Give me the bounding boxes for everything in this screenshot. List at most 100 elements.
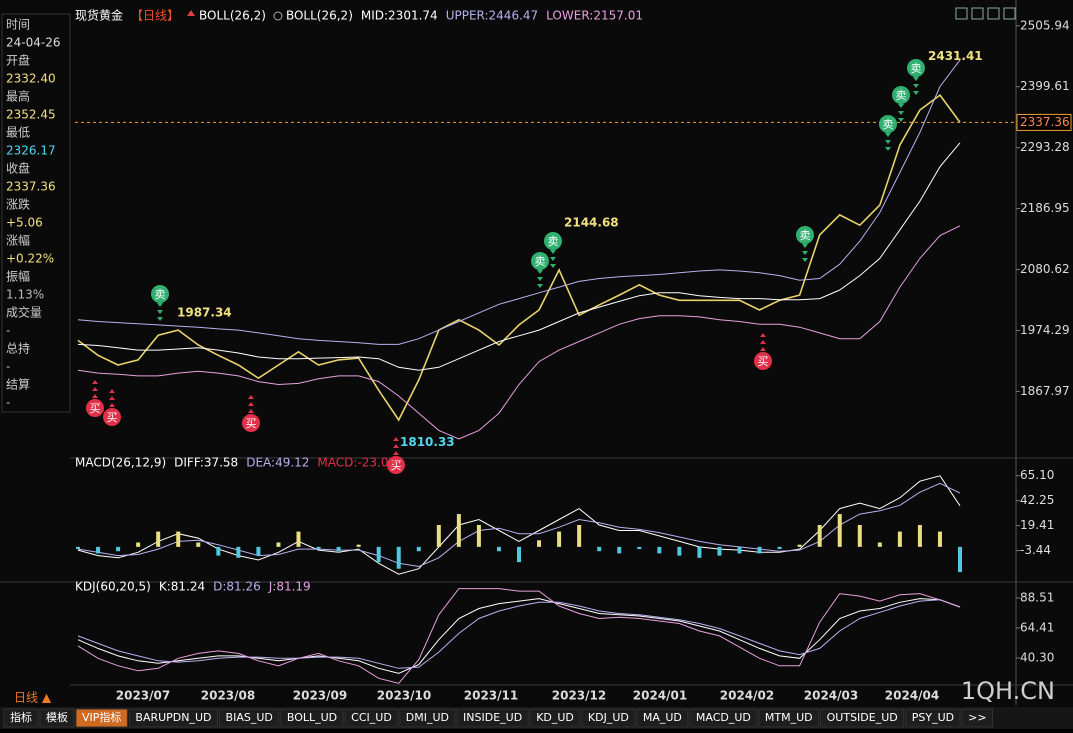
macd-bar: [777, 546, 782, 550]
info-label: 结算: [6, 377, 30, 392]
toolbar-icons: [955, 7, 1016, 20]
series-line: [77, 142, 961, 371]
y-tick-label: 2080.62: [1020, 262, 1070, 276]
info-value: 2337.36: [6, 180, 56, 194]
tab[interactable]: [344, 708, 399, 728]
tab-label[interactable]: BIAS_UD: [226, 711, 273, 724]
price-annotation: 1987.34: [177, 305, 232, 319]
tab[interactable]: [128, 708, 219, 728]
tab-label[interactable]: 模板: [46, 710, 68, 724]
x-tick-label: 2024/03: [804, 689, 858, 703]
tab-label[interactable]: KD_UD: [536, 711, 574, 724]
macd-bar: [476, 524, 481, 547]
info-label: 时间: [6, 18, 30, 32]
x-tick-label: 2024/01: [633, 689, 687, 703]
x-tick-label: 2023/10: [377, 689, 431, 703]
macd-bar: [817, 524, 822, 547]
tab-label[interactable]: DMI_UD: [406, 711, 449, 724]
tab-label[interactable]: OUTSIDE_UD: [827, 711, 898, 724]
period-label[interactable]: 日线 ▲: [14, 691, 52, 705]
tab[interactable]: [219, 708, 280, 728]
sell-marker: [151, 285, 169, 303]
y-tick-label: 88.51: [1020, 590, 1054, 604]
tab[interactable]: [3, 708, 39, 728]
tab[interactable]: [689, 708, 758, 728]
sell-arrow: [885, 133, 891, 151]
tab[interactable]: [280, 708, 344, 728]
tab[interactable]: [529, 708, 581, 728]
tab[interactable]: [75, 708, 128, 728]
macd-bar: [436, 524, 441, 547]
macd-bar: [937, 531, 942, 547]
macd-bar: [617, 546, 622, 554]
tab[interactable]: [399, 708, 456, 728]
tab[interactable]: [636, 708, 689, 728]
y-tick-label: 2186.95: [1020, 201, 1070, 215]
y-tick-label: 65.10: [1020, 468, 1054, 482]
macd-bar: [717, 546, 722, 556]
sell-label: 卖: [155, 288, 166, 301]
tab[interactable]: [581, 708, 636, 728]
info-label: 最高: [6, 89, 30, 104]
macd-bar: [517, 546, 521, 563]
macd-bar: [136, 542, 141, 547]
macd-bar: [797, 544, 802, 547]
tab[interactable]: [905, 708, 961, 728]
legend-entry: DIFF:37.58: [174, 456, 238, 470]
buy-arrow: [109, 389, 115, 407]
tab-label[interactable]: MA_UD: [643, 711, 682, 724]
tab[interactable]: [456, 708, 529, 728]
tab[interactable]: [39, 708, 75, 728]
tab-label[interactable]: INSIDE_UD: [463, 711, 522, 724]
y-tick-label: 42.25: [1020, 493, 1054, 507]
macd-bar: [837, 514, 842, 547]
sell-arrow: [913, 77, 919, 95]
legend-entry: J:81.19: [268, 580, 311, 594]
tab-label[interactable]: 指标: [10, 710, 32, 724]
indicator-icon: [187, 10, 196, 16]
macd-bar: [396, 546, 401, 569]
macd-bar: [697, 546, 702, 558]
chart-subtitle: 【日线】: [131, 9, 179, 23]
tab-label[interactable]: PSY_UD: [912, 711, 954, 724]
legend-entry: LOWER:2157.01: [546, 9, 643, 23]
tab-label[interactable]: BARUPDN_UD: [135, 711, 211, 724]
tab[interactable]: [820, 708, 905, 728]
tab-label[interactable]: MACD_UD: [696, 711, 751, 724]
series-line: [77, 588, 961, 684]
x-tick-label: 2023/12: [552, 689, 606, 703]
info-label: 涨幅: [6, 233, 30, 248]
macd-bar: [456, 514, 461, 547]
sell-marker: [531, 252, 549, 270]
info-label: 最低: [6, 126, 30, 140]
info-value: 1.13%: [6, 288, 44, 302]
sell-arrow: [537, 270, 543, 288]
tab-label[interactable]: BOLL_UD: [287, 711, 337, 724]
tab[interactable]: [758, 708, 820, 728]
buy-label: 买: [107, 411, 118, 424]
macd-bar: [657, 546, 662, 554]
tab-label[interactable]: MTM_UD: [765, 711, 813, 724]
sell-label: 卖: [800, 229, 811, 242]
sell-label: 卖: [883, 118, 894, 131]
tab-label[interactable]: >>: [968, 711, 986, 724]
info-label: 开盘: [6, 53, 30, 68]
buy-marker: [86, 399, 104, 417]
series-line: [77, 93, 961, 422]
buy-arrow: [92, 380, 98, 398]
buy-marker: [242, 414, 260, 432]
legend-entry: UPPER:2446.47: [446, 9, 538, 23]
info-panel: [1, 13, 71, 413]
macd-bar: [416, 546, 421, 552]
macd-bar: [897, 531, 902, 547]
macd-bar: [336, 546, 341, 552]
tab[interactable]: [961, 708, 994, 728]
info-label: 收盘: [6, 161, 30, 176]
sell-marker: [892, 86, 910, 104]
y-tick-label: 2293.28: [1020, 140, 1070, 154]
tab-label[interactable]: VIP指标: [82, 710, 121, 724]
tab-label[interactable]: CCI_UD: [351, 711, 392, 724]
macd-bar: [557, 531, 562, 547]
macd-bar: [196, 542, 201, 547]
tab-label[interactable]: KDJ_UD: [588, 711, 629, 724]
